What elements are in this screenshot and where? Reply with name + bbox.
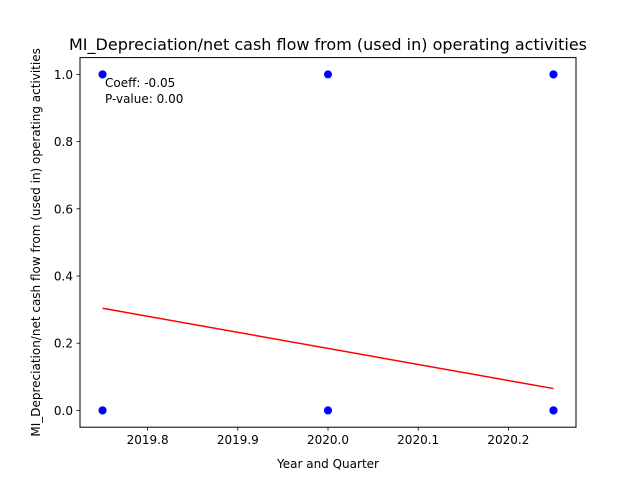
chart-title: MI_Depreciation/net cash flow from (used… (69, 35, 587, 55)
pvalue-annotation: P-value: 0.00 (105, 92, 183, 106)
scatter-point (98, 70, 107, 79)
y-tick-label: 0.0 (54, 404, 73, 418)
x-tick-label: 2020.2 (487, 433, 529, 447)
y-axis-ticks: 0.0 0.2 0.4 0.6 0.8 1.0 (54, 68, 80, 418)
x-tick-label: 2020.1 (397, 433, 439, 447)
y-tick-label: 0.4 (54, 270, 73, 284)
x-tick-label: 2019.9 (217, 433, 259, 447)
scatter-point (549, 70, 558, 79)
y-tick-label: 0.2 (54, 337, 73, 351)
x-tick-label: 2019.8 (127, 433, 169, 447)
scatter-point (549, 406, 558, 415)
scatter-point (324, 406, 332, 415)
y-axis-label: MI_Depreciation/net cash flow from (used… (29, 48, 43, 437)
y-tick-label: 0.8 (54, 135, 73, 149)
regression-line (102, 307, 554, 390)
scatter-point (98, 406, 107, 415)
x-axis-ticks: 2019.8 2019.9 2020.0 2020.1 2020.2 (127, 427, 529, 447)
coeff-annotation: Coeff: -0.05 (105, 76, 175, 90)
y-tick-label: 0.6 (54, 202, 73, 216)
plot-area (98, 70, 558, 415)
y-tick-label: 1.0 (54, 68, 73, 82)
scatter-point (324, 70, 332, 79)
x-axis-label: Year and Quarter (276, 457, 379, 471)
x-tick-label: 2020.0 (307, 433, 349, 447)
